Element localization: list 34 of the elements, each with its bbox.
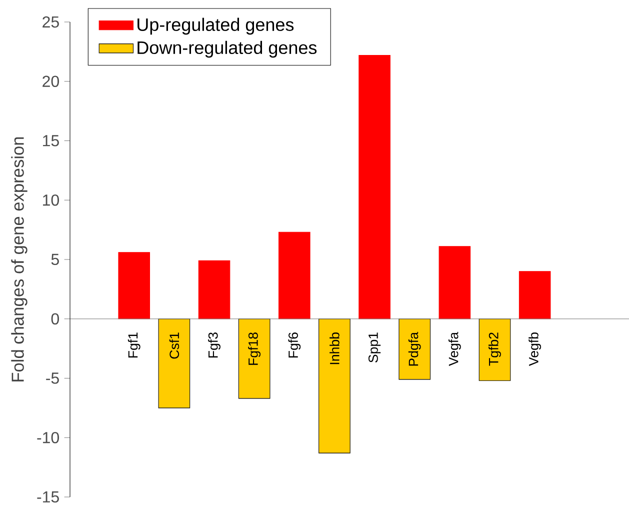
y-tick-label: -10 <box>37 432 59 444</box>
y-tick-label: 0 <box>51 313 59 325</box>
y-tick-label: 15 <box>43 135 59 146</box>
bar <box>118 252 150 320</box>
x-tick-label: Spp1 <box>368 332 381 362</box>
bar <box>478 318 511 381</box>
y-tick-label: 10 <box>43 194 59 206</box>
legend-label: Down-regulated genes <box>138 40 317 58</box>
y-tick-label: -15 <box>37 491 59 503</box>
bar <box>398 318 431 380</box>
y-axis-title: Fold changes of gene expresion <box>11 137 28 382</box>
bar <box>438 246 471 320</box>
x-tick-label: Pdgfa <box>408 332 421 366</box>
legend-label: Up-regulated genes <box>138 18 294 35</box>
bar <box>278 232 310 320</box>
x-tick-label: Fgf1 <box>128 332 140 358</box>
y-tick-label: 5 <box>51 254 59 266</box>
bar <box>318 318 350 454</box>
bar <box>238 318 270 399</box>
x-tick-label: Csf1 <box>169 332 180 359</box>
bar <box>518 271 551 320</box>
bar <box>158 318 190 408</box>
y-tick-label: 25 <box>42 16 59 28</box>
x-tick-label: Fgf18 <box>248 332 261 365</box>
bar <box>358 54 390 320</box>
x-tick-label: Fgf3 <box>208 332 220 358</box>
y-tick-label: -5 <box>46 372 59 384</box>
x-tick-label: Tgfb2 <box>488 332 501 366</box>
x-tick-label: Inhbb <box>330 332 340 364</box>
x-tick-label: Vegfa <box>448 332 461 366</box>
x-tick-label: Fgf6 <box>288 332 301 358</box>
y-tick-label: 20 <box>42 76 59 88</box>
x-tick-label: Vegfb <box>528 332 542 366</box>
bar <box>198 260 230 320</box>
